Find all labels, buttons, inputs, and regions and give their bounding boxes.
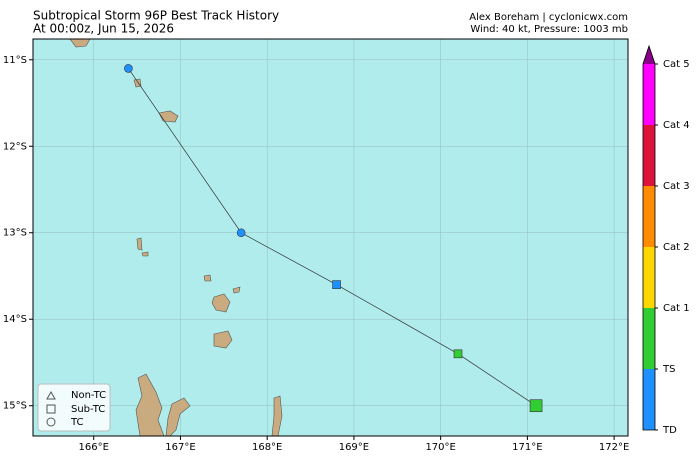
x-tick-label: 168°E <box>252 442 282 453</box>
x-tick-label: 169°E <box>339 442 369 453</box>
island <box>203 274 212 282</box>
island <box>136 237 143 251</box>
colorbar-extend <box>643 46 655 64</box>
colorbar-label: TD <box>662 425 677 436</box>
y-tick-label: 11°S <box>3 55 27 66</box>
legend-symbol <box>46 404 56 414</box>
chart-title: Subtropical Storm 96P Best Track History <box>33 9 279 23</box>
colorbar-band <box>643 369 655 430</box>
legend-box <box>37 383 111 432</box>
grid <box>33 39 628 436</box>
legend-label: TC <box>70 417 84 428</box>
legend-label: Non-TC <box>71 390 106 401</box>
colorbar-band <box>643 308 655 369</box>
track-point <box>124 64 133 73</box>
colorbar-label: Cat 4 <box>663 120 690 131</box>
colorbar-label: Cat 3 <box>663 181 690 192</box>
land <box>69 38 283 437</box>
colorbar-band <box>643 64 655 125</box>
island <box>133 78 142 88</box>
ocean <box>33 39 628 436</box>
x-tick-label: 171°E <box>512 442 542 453</box>
island <box>232 286 241 294</box>
colorbar-label: TS <box>662 364 675 375</box>
credit: Alex Boreham | cyclonicwx.com <box>469 12 628 23</box>
legend-symbol <box>46 417 56 427</box>
x-tick-label: 167°E <box>165 442 195 453</box>
colorbar-label: Cat 2 <box>663 242 690 253</box>
track-point <box>529 399 543 413</box>
x-tick-label: 172°E <box>599 442 629 453</box>
colorbar-band <box>643 247 655 308</box>
colorbar-label: Cat 5 <box>663 59 690 70</box>
island <box>213 330 233 349</box>
colorbar-frame <box>642 44 656 431</box>
track-point <box>236 228 246 238</box>
legend: Non-TC Sub-TC TC <box>37 383 111 432</box>
track-point <box>332 280 341 289</box>
colorbar-band <box>643 186 655 247</box>
island <box>211 293 231 313</box>
track-point <box>453 349 463 359</box>
island <box>158 110 179 123</box>
colorbar-band <box>643 125 655 186</box>
status: Wind: 40 kt, Pressure: 1003 mb <box>470 24 628 35</box>
chart-subtitle: At 00:00z, Jun 15, 2026 <box>33 22 174 36</box>
x-tick-label: 170°E <box>425 442 455 453</box>
x-tick-label: 166°E <box>79 442 109 453</box>
y-tick-label: 12°S <box>3 141 27 152</box>
island <box>135 373 165 437</box>
y-tick-label: 13°S <box>3 228 27 239</box>
track <box>124 64 543 413</box>
map-frame <box>32 38 629 437</box>
y-tick-label: 14°S <box>3 314 27 325</box>
legend-symbol <box>46 390 56 400</box>
legend-label: Sub-TC <box>71 404 105 415</box>
y-tick-label: 15°S <box>3 401 27 412</box>
colorbar: TD TS Cat 1 Cat 2 Cat 3 Cat 4 Cat 5 <box>642 44 690 436</box>
island <box>165 397 191 437</box>
colorbar-label: Cat 1 <box>663 303 690 314</box>
island <box>141 251 149 257</box>
